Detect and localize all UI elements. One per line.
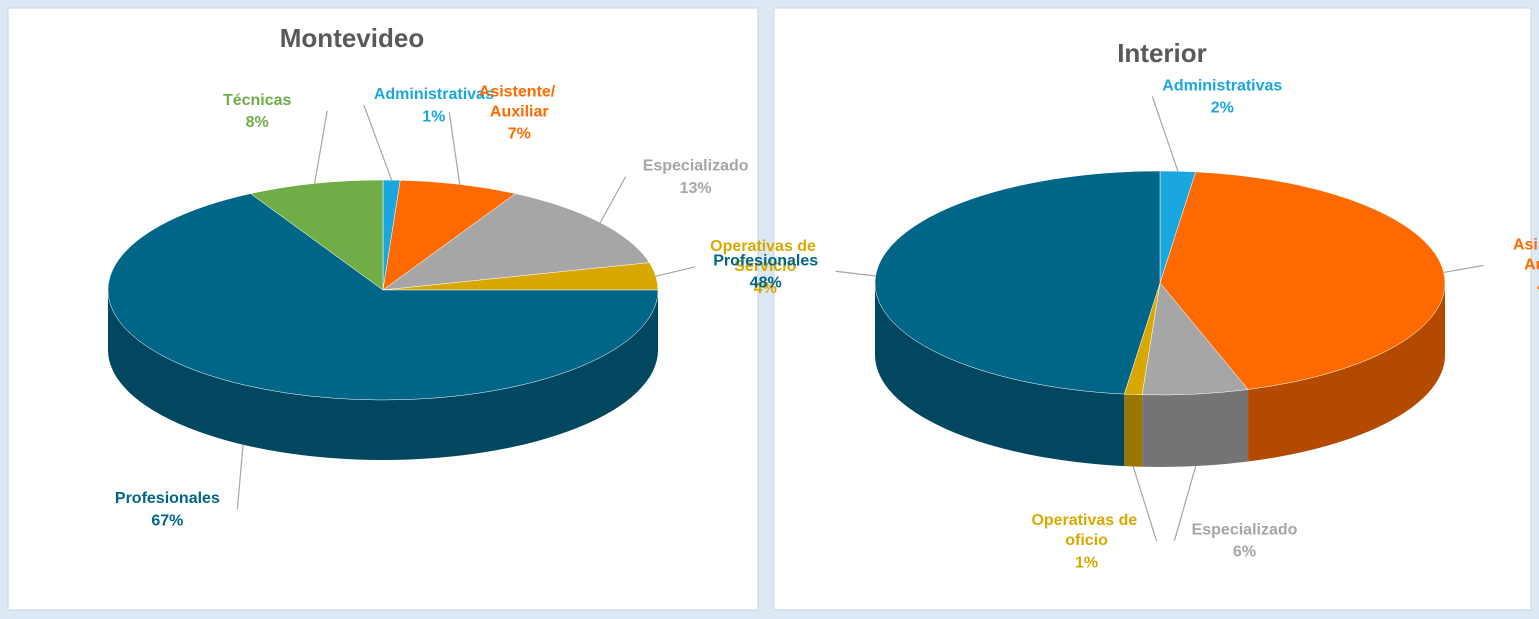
label-line: Técnicas bbox=[223, 92, 292, 109]
label-line: Especializado bbox=[643, 158, 749, 175]
slice-label: Asistente/ Auxiliar bbox=[1513, 237, 1539, 274]
leader-line bbox=[448, 112, 461, 185]
slice-side bbox=[875, 283, 1125, 467]
slice-side bbox=[1142, 389, 1249, 468]
leader-line bbox=[1151, 96, 1179, 172]
value-label: 13% bbox=[680, 180, 712, 197]
chart-title: Montevideo bbox=[280, 23, 424, 53]
label-line: Profesionales bbox=[713, 252, 818, 269]
label-line: Profesionales bbox=[115, 490, 220, 507]
slice-label: Profesionales bbox=[115, 490, 220, 507]
label-line: Operativas de bbox=[710, 238, 820, 255]
value-label: 8% bbox=[246, 114, 269, 131]
slice-label: Asistente/ Auxiliar bbox=[479, 84, 560, 121]
leader-line bbox=[363, 104, 393, 181]
value-label: 2% bbox=[1211, 100, 1234, 117]
slice-label: Administrativas bbox=[1162, 78, 1282, 95]
slice bbox=[1159, 171, 1446, 390]
leader-line bbox=[1443, 264, 1484, 274]
label-line: Auxiliar bbox=[1524, 257, 1539, 274]
slice-label: Administrativas bbox=[374, 86, 494, 103]
label-line: Asistente/ bbox=[1513, 237, 1539, 254]
label-line: Servicio bbox=[734, 258, 796, 275]
leader-line bbox=[655, 266, 696, 277]
slice-side bbox=[1248, 283, 1445, 462]
slice bbox=[249, 179, 384, 291]
leader-line bbox=[835, 270, 876, 277]
slice-side bbox=[108, 290, 658, 460]
value-label: 1% bbox=[422, 108, 445, 125]
value-label: 6% bbox=[1233, 544, 1256, 561]
slice bbox=[107, 193, 659, 401]
chart-title: Interior bbox=[1117, 38, 1207, 68]
label-line: Especializado bbox=[1192, 522, 1298, 539]
slice-label: Especializado bbox=[1192, 522, 1298, 539]
slice-side bbox=[1124, 394, 1143, 467]
value-label: 48% bbox=[750, 274, 782, 291]
leader-line bbox=[314, 110, 328, 184]
slice-label: Operativas de oficio bbox=[1031, 512, 1141, 549]
label-line: Operativas de bbox=[1031, 512, 1141, 529]
leader-line bbox=[1173, 465, 1197, 541]
slice-label: Especializado bbox=[643, 158, 749, 175]
value-label: 4% bbox=[754, 280, 777, 297]
slice-label: Técnicas bbox=[223, 92, 292, 109]
value-label: 1% bbox=[1075, 554, 1098, 571]
value-label: 7% bbox=[508, 126, 531, 143]
value-label: 43% bbox=[1537, 279, 1539, 296]
leader-line bbox=[236, 444, 244, 510]
label-line: oficio bbox=[1065, 532, 1108, 549]
slice-label: Operativas de Servicio bbox=[710, 238, 820, 275]
leader-line bbox=[1132, 466, 1158, 542]
label-line: Administrativas bbox=[374, 86, 494, 103]
slice-label: Profesionales bbox=[713, 252, 818, 269]
value-label: 67% bbox=[151, 512, 183, 529]
slice bbox=[382, 193, 650, 291]
slice bbox=[382, 179, 517, 291]
label-line: Auxiliar bbox=[490, 104, 549, 121]
label-line: Asistente/ bbox=[479, 84, 560, 101]
leader-line bbox=[599, 176, 627, 223]
label-line: Administrativas bbox=[1162, 78, 1282, 95]
